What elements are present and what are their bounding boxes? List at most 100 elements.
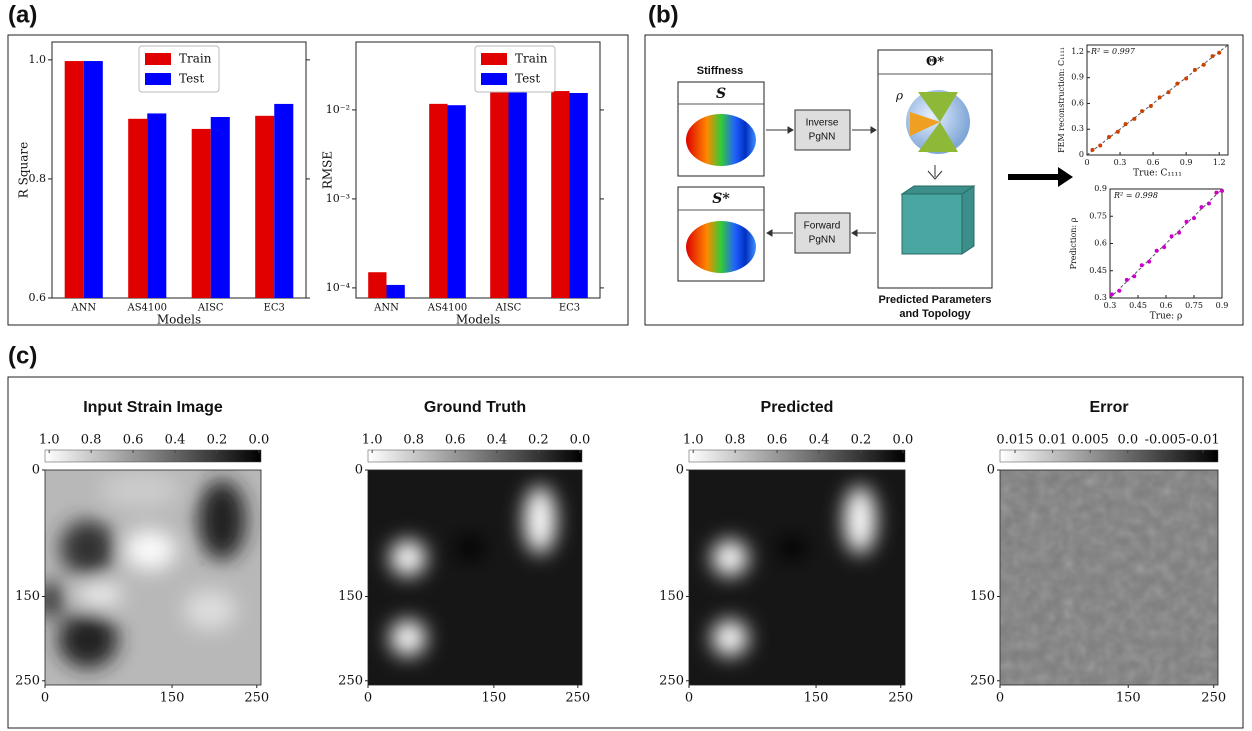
plot-frame <box>51 41 307 299</box>
bar <box>274 103 294 298</box>
image-frame <box>999 469 1219 686</box>
plot-frame <box>355 41 601 299</box>
point <box>1139 263 1144 268</box>
point <box>1220 188 1224 193</box>
colorbar-tick-label: 0.8 <box>725 433 746 448</box>
legend-label: Train <box>515 52 548 66</box>
y-tick-label: 0.9 <box>1094 184 1107 193</box>
diagram-label: Stiffness <box>697 65 743 77</box>
topology <box>901 193 963 255</box>
colorbar-tick-label: 0.2 <box>207 433 228 448</box>
x-axis-label: True: C₁₁₁₁ <box>1133 169 1182 179</box>
image-title: Input Strain Image <box>83 399 223 416</box>
bar <box>551 91 570 299</box>
bar <box>255 115 275 298</box>
image-title: Ground Truth <box>424 399 526 416</box>
image-title: Predicted <box>761 399 834 416</box>
point <box>1107 134 1112 139</box>
y-tick-label: 0.6 <box>1094 239 1107 248</box>
colorbar-tick-label: 0.01 <box>1038 433 1067 448</box>
bar <box>508 63 527 298</box>
cone <box>910 112 940 136</box>
x-tick-label: 0.9 <box>1216 301 1229 310</box>
panel-frame <box>644 34 1244 326</box>
colorbar-tick-label: 0.2 <box>851 433 872 448</box>
colorbar-tick-label: 0.4 <box>165 433 186 448</box>
cone <box>918 92 958 122</box>
shape <box>184 590 236 630</box>
point <box>1206 201 1211 206</box>
shape <box>844 486 876 554</box>
colorbar-tick-label: 0.0 <box>249 433 270 448</box>
y-tick-label: 0.9 <box>1071 73 1084 82</box>
x-tick-label: AS4100 <box>126 303 167 314</box>
shape <box>524 486 556 554</box>
point <box>1162 245 1167 250</box>
image-frame <box>44 469 262 686</box>
y-tick-label: 250 <box>970 673 995 688</box>
plot-frame <box>1086 44 1229 156</box>
cone <box>918 122 958 152</box>
box <box>677 81 765 177</box>
shape <box>778 536 806 560</box>
diagram-label: PgNN <box>809 235 836 246</box>
x-tick-label: 0 <box>364 691 372 706</box>
point <box>1157 95 1162 100</box>
colorbar-tick-label: 0.0 <box>1117 433 1138 448</box>
x-tick-label: 0.6 <box>1147 158 1160 167</box>
colorbar-tick-label: 1.0 <box>39 433 60 448</box>
shape <box>60 520 116 576</box>
big-arrow <box>1008 167 1073 187</box>
x-tick-label: AS4100 <box>427 303 468 314</box>
annotation: R² = 0.998 <box>1113 191 1158 200</box>
shape <box>45 582 64 618</box>
x-axis-label: Models <box>157 313 201 327</box>
x-tick-label: 0.6 <box>1160 301 1173 310</box>
point <box>1123 122 1128 127</box>
x-tick-label: EC3 <box>264 303 285 314</box>
y-axis-label: R Square <box>17 142 31 198</box>
point <box>1214 190 1219 195</box>
point <box>1117 288 1122 293</box>
diagram-label: PgNN <box>809 132 836 143</box>
annotation: R² = 0.997 <box>1090 47 1136 56</box>
point <box>1147 259 1152 264</box>
y-tick-label: 10⁻⁴ <box>326 281 351 294</box>
bar <box>569 92 588 298</box>
x-tick-label: 0 <box>996 691 1004 706</box>
y-tick-label: 250 <box>659 673 684 688</box>
colorbar <box>367 449 583 463</box>
y-tick-label: 0.3 <box>1094 293 1107 302</box>
y-tick-label: 0 <box>1079 150 1084 159</box>
shape <box>390 540 426 576</box>
point <box>1132 274 1137 279</box>
legend-label: Test <box>515 72 540 86</box>
colorbar-tick-label: 0.005 <box>1072 433 1109 448</box>
legend-swatch <box>481 53 507 65</box>
y-tick-label: 1.2 <box>1071 47 1084 56</box>
bar <box>368 272 387 298</box>
bar <box>447 105 466 298</box>
point <box>1166 90 1171 95</box>
shape <box>124 530 176 570</box>
y-tick-label: 150 <box>970 589 995 604</box>
diagram: Stiffness S S* Inverse PgNN Forward PgNN… <box>677 49 1073 320</box>
x-tick-label: ANN <box>373 303 399 314</box>
point <box>1192 67 1197 72</box>
x-tick-label: 0.45 <box>1129 301 1147 310</box>
y-tick-label: 0.45 <box>1089 266 1107 275</box>
legend-swatch <box>481 73 507 85</box>
legend-label: Train <box>179 52 212 66</box>
panel-label: (b) <box>648 1 679 28</box>
x-tick-label: 0.9 <box>1180 158 1193 167</box>
bar <box>128 118 148 298</box>
diagram-label: Predicted Parameters <box>878 294 991 306</box>
shape <box>851 229 858 237</box>
panel-frame <box>7 376 1244 729</box>
x-axis-label: True: ρ <box>1150 312 1183 322</box>
shape <box>1000 470 1218 685</box>
y-tick-label: 150 <box>659 589 684 604</box>
legend-label: Test <box>179 72 204 86</box>
point <box>1175 81 1180 86</box>
